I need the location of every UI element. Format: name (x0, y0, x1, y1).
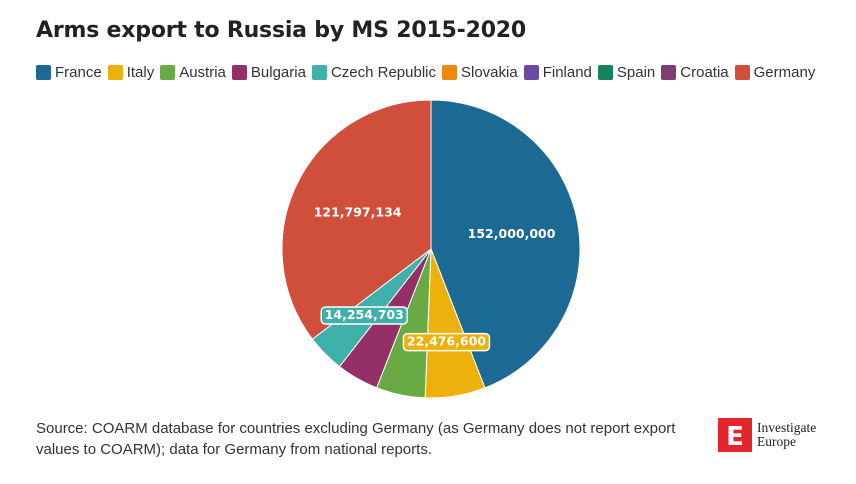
legend-swatch (597, 65, 613, 80)
chart-title: Arms export to Russia by MS 2015-2020 (36, 18, 527, 43)
slice-label-france: 152,000,000 (468, 226, 556, 241)
logo-line-2: Europe (757, 434, 796, 449)
legend-item-france[interactable]: France (36, 64, 102, 81)
legend-item-bulgaria[interactable]: Bulgaria (231, 64, 306, 81)
legend-swatch (523, 65, 539, 80)
legend-swatch (160, 65, 176, 80)
legend-label: Finland (542, 64, 592, 81)
slice-label-germany: 121,797,134 (314, 205, 402, 220)
legend-label: Austria (179, 64, 226, 81)
legend-swatch (311, 65, 327, 80)
svg-text:22,476,600: 22,476,600 (407, 334, 486, 349)
legend-label: France (55, 64, 102, 81)
legend-swatch (734, 65, 750, 80)
legend-label: Czech Republic (330, 64, 436, 81)
svg-text:E: E (726, 422, 744, 452)
legend-label: Slovakia (461, 64, 518, 81)
svg-text:152,000,000: 152,000,000 (468, 226, 556, 241)
legend-swatch (661, 65, 677, 80)
legend-label: Bulgaria (250, 64, 306, 81)
legend-swatch (36, 65, 51, 80)
legend-swatch (231, 65, 247, 80)
legend-item-italy[interactable]: Italy (107, 64, 155, 81)
legend-swatch (107, 65, 123, 80)
investigate-europe-logo[interactable]: E Investigate Europe (718, 418, 816, 452)
svg-text:121,797,134: 121,797,134 (314, 205, 402, 220)
legend-item-czech-republic[interactable]: Czech Republic (311, 64, 436, 81)
pie-slice-germany[interactable] (281, 99, 432, 340)
slice-label-italy: 22,476,600 (402, 332, 491, 352)
legend-item-finland[interactable]: Finland (523, 64, 592, 81)
logo-text: Investigate Europe (757, 421, 816, 449)
source-note: Source: COARM database for countries exc… (36, 420, 676, 458)
legend-item-germany[interactable]: Germany (734, 64, 816, 81)
legend-label: Italy (126, 64, 155, 81)
pie-slice-france[interactable] (430, 99, 581, 389)
logo-line-1: Investigate (757, 420, 817, 435)
legend-item-austria[interactable]: Austria (160, 64, 226, 81)
svg-text:14,254,703: 14,254,703 (325, 307, 404, 322)
legend-item-spain[interactable]: Spain (597, 64, 656, 81)
legend-swatch (442, 65, 457, 80)
legend: France Italy Austria Bulgaria Czech Republic… (36, 64, 836, 81)
legend-item-slovakia[interactable]: Slovakia (442, 64, 518, 81)
legend-label: Germany (753, 64, 816, 81)
investigate-europe-logo-mark: E (718, 418, 752, 452)
legend-label: Croatia (680, 64, 729, 81)
slice-label-czech-republic: 14,254,703 (320, 306, 408, 325)
legend-item-croatia[interactable]: Croatia (661, 64, 729, 81)
legend-label: Spain (616, 64, 656, 81)
